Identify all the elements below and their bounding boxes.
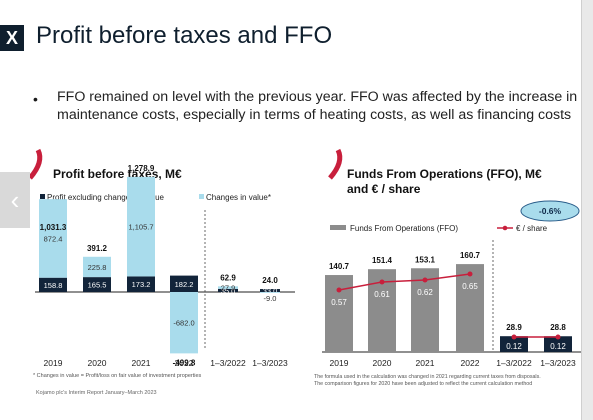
x-tick-label: 1–3/2023 bbox=[252, 358, 288, 368]
bar-changes bbox=[170, 292, 198, 354]
label-profit: 33.0 bbox=[263, 287, 278, 296]
bar-profit bbox=[170, 275, 198, 292]
chart-footnote-line1: The formula used in the calculation was … bbox=[314, 374, 541, 380]
eps-point bbox=[511, 334, 517, 340]
label-changes: 27.9 bbox=[221, 284, 236, 293]
label-ffo: 160.7 bbox=[460, 251, 481, 260]
label-changes: 872.4 bbox=[44, 234, 63, 243]
label-profit: 182.2 bbox=[175, 280, 194, 289]
bar-changes bbox=[83, 256, 111, 278]
x-tick-label: 1–3/2023 bbox=[540, 358, 576, 368]
label-changes: -682.0 bbox=[173, 319, 194, 328]
bar-changes bbox=[127, 176, 155, 277]
chart-footnote: * Changes in value = Profit/loss on fair… bbox=[33, 373, 202, 379]
slide-title: Profit before taxes and FFO bbox=[36, 22, 333, 49]
bar-profit bbox=[83, 277, 111, 292]
x-tick-label: 2021 bbox=[416, 358, 435, 368]
bar-profit bbox=[39, 277, 67, 292]
bar-ffo bbox=[544, 336, 572, 352]
footer-text: Kojamo plc's Interim Report January–Marc… bbox=[36, 390, 157, 396]
eps-point bbox=[555, 334, 561, 340]
eps-point bbox=[422, 277, 428, 283]
x-tick-label: 2022 bbox=[175, 358, 194, 368]
x-tick-label: 2021 bbox=[132, 358, 151, 368]
x-tick-label: 1–3/2022 bbox=[496, 358, 532, 368]
label-eps: 0.57 bbox=[331, 298, 347, 307]
previous-slide-button[interactable]: ‹ bbox=[0, 172, 30, 228]
legend-label-changes: Changes in value* bbox=[206, 193, 271, 202]
legend-label-profit: Profit excluding changes in value bbox=[47, 193, 165, 202]
x-tick-label: 2020 bbox=[373, 358, 392, 368]
eps-line-annual bbox=[338, 273, 471, 291]
ffo-chart: Funds From Operations (FFO), M€and € / s… bbox=[314, 148, 582, 387]
legend-swatch-ffo bbox=[330, 225, 346, 230]
change-badge-label: -0.6% bbox=[539, 206, 562, 216]
x-tick-label: 2020 bbox=[88, 358, 107, 368]
x-tick-label: 2019 bbox=[44, 358, 63, 368]
label-profit: 165.5 bbox=[88, 281, 107, 290]
label-total: -499.8 bbox=[173, 358, 196, 367]
label-profit: 173.2 bbox=[132, 280, 151, 289]
label-changes: -9.0 bbox=[264, 294, 277, 303]
label-total: 24.0 bbox=[262, 276, 278, 285]
x-tick-label: 2019 bbox=[330, 358, 349, 368]
bar-changes bbox=[218, 286, 238, 289]
eps-point bbox=[467, 271, 473, 277]
bullet-marker: • bbox=[33, 91, 38, 107]
legend-label-ffo: Funds From Operations (FFO) bbox=[350, 224, 458, 233]
label-eps: 0.12 bbox=[550, 342, 566, 351]
legend-marker-eps bbox=[502, 225, 508, 231]
legend-swatch-profit bbox=[40, 194, 45, 199]
label-ffo: 140.7 bbox=[329, 262, 350, 271]
label-ffo: 28.9 bbox=[506, 323, 522, 332]
label-total: 1,031.3 bbox=[40, 223, 67, 232]
chart-title-line2: and € / share bbox=[347, 182, 421, 196]
side-scrollbar[interactable] bbox=[581, 0, 593, 420]
bar-ffo bbox=[500, 336, 528, 352]
label-changes: 225.8 bbox=[88, 263, 107, 272]
bar-ffo bbox=[325, 275, 353, 352]
red-accent-arc bbox=[328, 148, 343, 180]
chart-footnote-line2: The comparison figures for 2020 have bee… bbox=[314, 381, 532, 387]
x-tick-label: 2022 bbox=[461, 358, 480, 368]
red-accent-arc bbox=[28, 148, 43, 180]
x-tick-label: 1–3/2022 bbox=[210, 358, 246, 368]
chart-title: Profit before taxes, M€ bbox=[53, 167, 182, 181]
bullet-text: FFO remained on level with the previous … bbox=[57, 89, 578, 123]
legend-label-eps: € / share bbox=[516, 224, 548, 233]
bar-changes bbox=[39, 199, 67, 278]
bar-profit bbox=[260, 289, 280, 292]
label-total: 1,278.9 bbox=[128, 164, 155, 173]
bar-profit bbox=[127, 276, 155, 292]
label-eps: 0.61 bbox=[374, 290, 390, 299]
label-ffo: 153.1 bbox=[415, 255, 436, 264]
label-profit: 35.0 bbox=[221, 286, 236, 295]
label-total: 391.2 bbox=[87, 244, 108, 253]
label-ffo: 28.8 bbox=[550, 323, 566, 332]
bar-changes bbox=[260, 292, 280, 293]
kojamo-logo: X bbox=[0, 25, 24, 51]
legend-swatch-changes bbox=[199, 194, 204, 199]
label-eps: 0.12 bbox=[506, 342, 522, 351]
eps-point bbox=[379, 279, 385, 285]
bar-ffo bbox=[456, 264, 484, 352]
chart-title-line1: Funds From Operations (FFO), M€ bbox=[347, 167, 542, 181]
label-eps: 0.62 bbox=[417, 288, 433, 297]
profit-before-taxes-chart: Profit before taxes, M€ Profit excluding … bbox=[28, 148, 295, 379]
label-total: 62.9 bbox=[220, 273, 236, 282]
label-changes: 1,105.7 bbox=[128, 223, 153, 232]
bar-profit bbox=[218, 288, 238, 292]
label-profit: 158.8 bbox=[44, 281, 63, 290]
change-badge bbox=[520, 200, 580, 222]
label-eps: 0.65 bbox=[462, 282, 478, 291]
eps-point bbox=[336, 287, 342, 293]
label-ffo: 151.4 bbox=[372, 256, 393, 265]
